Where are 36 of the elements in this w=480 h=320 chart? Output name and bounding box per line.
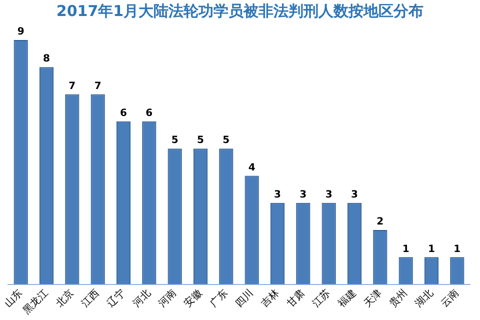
data-label: 6 xyxy=(120,108,128,120)
chart-title: 2017年1月大陆法轮功学员被非法判刑人数按地区分布 xyxy=(55,2,425,21)
data-label: 6 xyxy=(146,108,153,120)
x-tick-label: 黑龙江 xyxy=(20,287,50,317)
data-label: 3 xyxy=(274,189,282,200)
x-tick-label: 福建 xyxy=(336,287,358,310)
x-tick-label: 湖北 xyxy=(412,287,436,310)
x-tick-label: 江西 xyxy=(79,287,102,310)
data-label: 5 xyxy=(197,135,204,146)
data-label: 1 xyxy=(454,244,461,255)
x-tick-label: 贵州 xyxy=(387,287,410,310)
x-tick-label: 辽宁 xyxy=(104,287,128,310)
x-tick-label: 北京 xyxy=(53,287,76,310)
data-label: 8 xyxy=(43,54,50,65)
data-label: 1 xyxy=(402,244,410,255)
data-label: 7 xyxy=(68,80,76,92)
data-label: 1 xyxy=(428,244,436,255)
data-label: 2 xyxy=(376,216,384,228)
data-label: 3 xyxy=(300,189,307,200)
x-tick-label: 甘肃 xyxy=(284,287,308,310)
x-tick-label: 江苏 xyxy=(310,287,333,310)
x-tick-label: 天津 xyxy=(361,287,384,310)
x-tick-label: 安徽 xyxy=(182,287,204,310)
data-label: 9 xyxy=(17,26,24,38)
x-tick-label: 吉林 xyxy=(258,287,282,310)
data-label: 7 xyxy=(94,80,102,92)
data-label: 5 xyxy=(171,135,178,146)
x-tick-label: 四川 xyxy=(233,287,256,310)
x-tick-label: 河南 xyxy=(156,287,179,310)
data-label: 3 xyxy=(351,189,358,200)
data-label: 3 xyxy=(325,189,332,200)
x-tick-label: 云南 xyxy=(438,287,462,310)
x-tick-label: 广东 xyxy=(207,287,230,310)
x-tick-label: 河北 xyxy=(130,287,154,310)
data-label: 5 xyxy=(222,135,230,146)
data-label: 4 xyxy=(248,162,256,174)
